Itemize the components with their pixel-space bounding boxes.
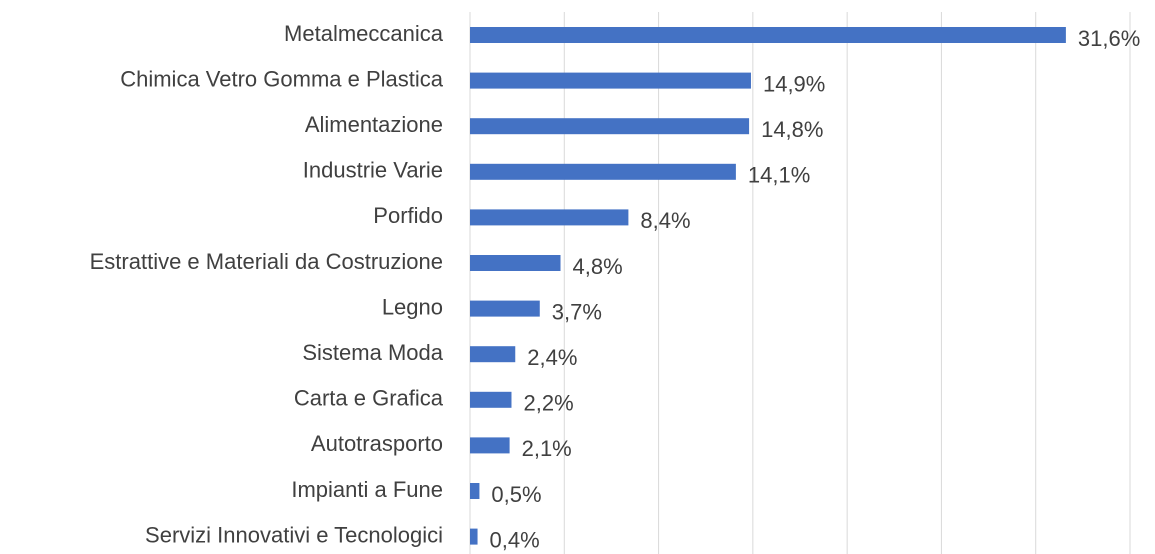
bar — [470, 27, 1066, 43]
y-tick-label: Impianti a Fune — [291, 477, 443, 502]
bar — [470, 391, 512, 408]
bar — [470, 163, 736, 180]
bar — [470, 437, 510, 454]
y-tick-label: Estrattive e Materiali da Costruzione — [90, 249, 443, 274]
bar — [470, 255, 561, 271]
data-label: 2,2% — [523, 391, 573, 416]
y-tick-label: Carta e Grafica — [294, 386, 444, 411]
data-label: 4,8% — [573, 254, 623, 279]
bar — [470, 209, 629, 226]
y-tick-label: Autotrasporto — [311, 431, 443, 456]
data-label: 2,1% — [522, 436, 572, 461]
y-tick-label: Alimentazione — [305, 112, 443, 137]
data-label: 14,8% — [761, 117, 823, 142]
data-label: 2,4% — [527, 345, 577, 370]
bar — [470, 300, 540, 317]
data-label: 14,9% — [763, 71, 825, 96]
bar — [470, 346, 516, 363]
y-tick-label: Servizi Innovativi e Tecnologici — [145, 522, 443, 547]
y-tick-label: Legno — [382, 294, 443, 319]
bar — [470, 528, 478, 545]
bar — [470, 118, 750, 135]
data-label: 0,4% — [490, 527, 540, 552]
y-tick-label: Sistema Moda — [302, 340, 443, 365]
y-tick-label: Metalmeccanica — [284, 21, 444, 46]
bar — [470, 72, 751, 89]
data-label: 8,4% — [640, 208, 690, 233]
y-tick-label: Chimica Vetro Gomma e Plastica — [120, 66, 444, 91]
data-label: 3,7% — [552, 299, 602, 324]
data-label: 0,5% — [491, 482, 541, 507]
y-tick-label: Industrie Varie — [303, 158, 443, 183]
data-label: 14,1% — [748, 163, 810, 188]
bar — [470, 483, 480, 499]
y-tick-label: Porfido — [373, 203, 443, 228]
data-label: 31,6% — [1078, 26, 1140, 51]
